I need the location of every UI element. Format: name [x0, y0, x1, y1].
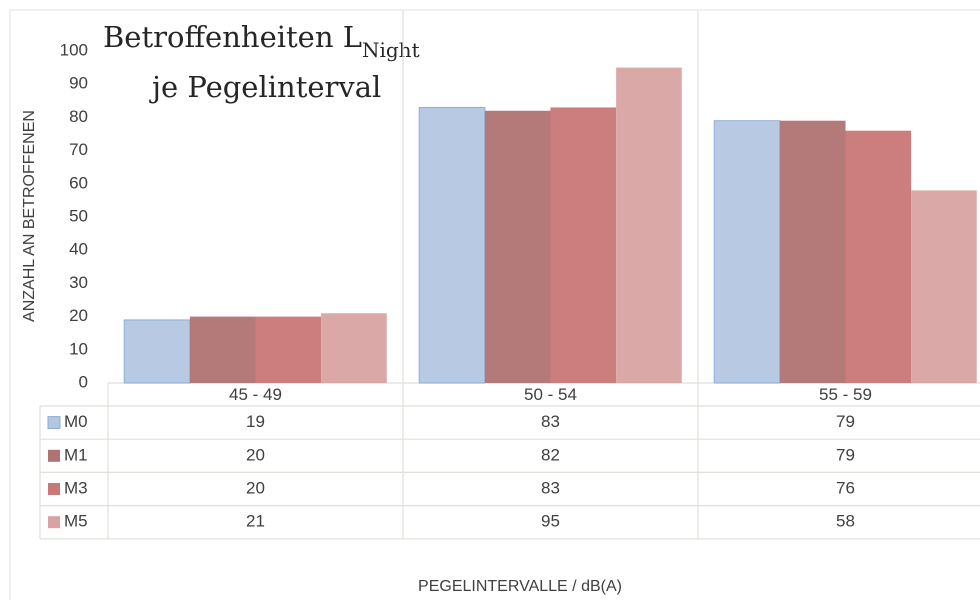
chart-title-line2: je Pegelinterval	[149, 70, 381, 104]
legend-swatch	[47, 416, 61, 430]
bar	[779, 120, 846, 383]
title-main: Betroffenheiten L	[103, 20, 362, 54]
table-value: 83	[541, 412, 560, 431]
legend-swatch	[48, 483, 60, 495]
y-tick-label: 40	[69, 240, 88, 259]
table-value: 82	[541, 445, 560, 464]
table-value: 20	[246, 445, 265, 464]
table-value: 83	[541, 478, 560, 497]
table-value: 20	[246, 478, 265, 497]
y-axis-label: ANZAHL AN BETROFFENEN	[21, 110, 38, 322]
legend-label: M3	[64, 478, 88, 497]
legend-swatch	[48, 449, 60, 462]
y-tick-label: 30	[69, 273, 88, 292]
bar	[255, 316, 322, 383]
y-tick-label: 80	[69, 107, 88, 126]
table-value: 76	[836, 478, 855, 497]
y-tick-label: 50	[69, 206, 88, 225]
table-value: 95	[541, 512, 560, 531]
y-tick-label: 20	[69, 306, 88, 325]
bar	[418, 106, 486, 384]
table-value: 21	[246, 512, 265, 531]
x-axis-label: PEGELINTERVALLE / dB(A)	[418, 578, 622, 595]
bar	[123, 319, 191, 384]
bar	[321, 313, 387, 383]
y-tick-label: 100	[60, 40, 88, 59]
bar	[845, 130, 912, 383]
bar	[550, 107, 617, 383]
y-tick-label: 10	[69, 339, 88, 358]
chart-title: Betroffenheiten LNight	[103, 20, 420, 62]
y-tick-label: 0	[79, 372, 88, 391]
bar	[189, 316, 256, 383]
bar	[484, 110, 551, 383]
table-value: 19	[246, 412, 265, 431]
legend-label: M5	[64, 512, 88, 531]
x-tick-label: 45 - 49	[229, 385, 282, 404]
legend-label: M0	[64, 412, 88, 431]
chart-border	[9, 9, 980, 600]
y-tick-label: 60	[69, 173, 88, 192]
table-value: 79	[836, 412, 855, 431]
y-tick-label: 90	[69, 74, 88, 93]
table-value: 58	[836, 512, 855, 531]
bar	[713, 120, 781, 384]
x-tick-label: 50 - 54	[524, 385, 577, 404]
legend-label: M1	[64, 445, 88, 464]
x-tick-label: 55 - 59	[819, 385, 872, 404]
title-subscript: Night	[362, 38, 420, 62]
bar	[911, 190, 977, 383]
table-value: 79	[836, 445, 855, 464]
bar	[616, 67, 682, 383]
y-tick-label: 70	[69, 140, 88, 159]
legend-swatch	[48, 516, 60, 529]
